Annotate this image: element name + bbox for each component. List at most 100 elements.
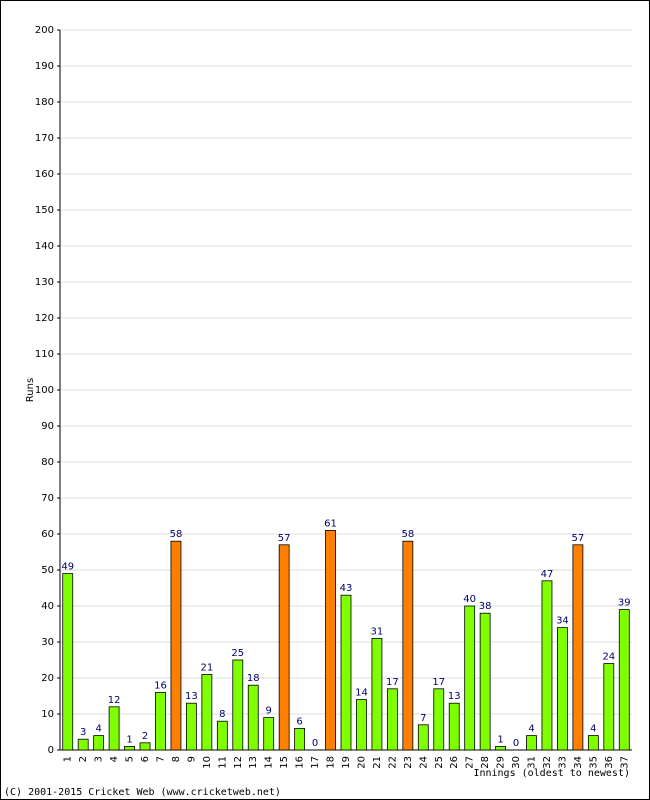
- value-label: 57: [572, 533, 585, 544]
- x-tick-label: 17: [310, 756, 321, 769]
- value-label: 17: [432, 677, 445, 688]
- x-tick-label: 6: [140, 756, 151, 762]
- y-tick-label: 20: [41, 673, 54, 684]
- value-label: 16: [154, 680, 167, 691]
- value-label: 40: [463, 594, 476, 605]
- bar: [186, 702, 197, 751]
- x-tick-label: 27: [465, 756, 476, 769]
- x-tick-label: 12: [233, 756, 244, 769]
- y-tick-label: 170: [35, 133, 54, 144]
- value-label: 39: [618, 598, 631, 609]
- y-tick-label: 100: [35, 385, 54, 396]
- x-tick-label: 2: [78, 756, 89, 762]
- y-tick-label: 110: [35, 349, 54, 360]
- value-label: 43: [340, 583, 353, 594]
- bar: [417, 724, 429, 751]
- y-tick-label: 150: [35, 205, 54, 216]
- bar: [232, 659, 244, 751]
- x-tick-label: 37: [619, 756, 630, 769]
- x-tick-label: 18: [326, 756, 337, 769]
- bar: [557, 627, 568, 751]
- bar: [201, 674, 213, 751]
- y-tick-label: 60: [41, 529, 54, 540]
- value-label: 8: [219, 709, 225, 720]
- value-label: 24: [602, 652, 615, 663]
- bar: [325, 530, 336, 751]
- bar: [603, 663, 615, 751]
- x-tick-label: 15: [279, 756, 290, 769]
- x-tick-label: 8: [171, 756, 182, 762]
- value-label: 34: [556, 616, 569, 627]
- value-label: 1: [126, 734, 132, 745]
- value-label: 58: [170, 529, 183, 540]
- x-tick-label: 9: [186, 756, 197, 762]
- x-tick-label: 30: [511, 756, 522, 769]
- value-label: 0: [312, 738, 318, 749]
- bar: [247, 684, 259, 751]
- x-tick-label: 23: [403, 756, 414, 769]
- bar: [402, 540, 414, 751]
- value-label: 31: [371, 626, 384, 637]
- value-label: 7: [420, 713, 426, 724]
- x-tick-label: 11: [217, 756, 228, 769]
- value-label: 2: [142, 731, 148, 742]
- value-label: 4: [95, 724, 101, 735]
- x-tick-label: 19: [341, 756, 352, 769]
- value-label: 58: [401, 529, 414, 540]
- x-tick-label: 36: [604, 756, 615, 769]
- bar: [278, 544, 290, 751]
- bar: [340, 594, 352, 751]
- bar: [170, 540, 182, 751]
- y-tick-label: 120: [35, 313, 54, 324]
- x-tick-label: 31: [527, 756, 538, 769]
- bar: [541, 580, 553, 751]
- value-label: 61: [324, 518, 337, 529]
- y-tick-label: 190: [35, 61, 54, 72]
- value-label: 18: [247, 673, 260, 684]
- bar: [139, 742, 151, 751]
- bar: [263, 717, 275, 751]
- value-label: 21: [200, 662, 213, 673]
- x-tick-label: 21: [372, 756, 383, 769]
- x-tick-label: 7: [155, 756, 166, 762]
- x-tick-label: 10: [202, 756, 213, 769]
- x-tick-label: 35: [588, 756, 599, 769]
- value-label: 14: [355, 688, 368, 699]
- bar: [216, 720, 228, 751]
- bar: [495, 746, 506, 751]
- y-tick-label: 130: [35, 277, 54, 288]
- bar: [77, 738, 89, 751]
- value-label: 9: [266, 706, 272, 717]
- value-label: 1: [497, 734, 503, 745]
- bar: [587, 735, 599, 751]
- value-label: 4: [528, 724, 534, 735]
- value-label: 25: [231, 648, 244, 659]
- x-tick-label: 1: [63, 756, 74, 762]
- value-label: 38: [479, 601, 492, 612]
- x-tick-label: 13: [248, 756, 259, 769]
- y-tick-label: 180: [35, 97, 54, 108]
- y-tick-label: 160: [35, 169, 54, 180]
- y-tick-label: 70: [41, 493, 54, 504]
- x-tick-label: 25: [434, 756, 445, 769]
- bar: [155, 692, 166, 751]
- bar: [294, 728, 306, 751]
- value-label: 17: [386, 677, 399, 688]
- y-tick-label: 140: [35, 241, 54, 252]
- value-label: 49: [61, 562, 74, 573]
- value-label: 0: [513, 738, 519, 749]
- x-tick-label: 3: [94, 756, 105, 762]
- y-tick-label: 80: [41, 457, 54, 468]
- bar: [448, 702, 460, 751]
- value-label: 3: [80, 727, 86, 738]
- bar: [371, 638, 383, 751]
- bar: [108, 706, 120, 751]
- bar: [124, 746, 135, 751]
- y-tick-label: 10: [41, 709, 54, 720]
- y-tick-label: 30: [41, 637, 54, 648]
- x-tick-label: 32: [542, 756, 553, 769]
- bar: [62, 573, 74, 751]
